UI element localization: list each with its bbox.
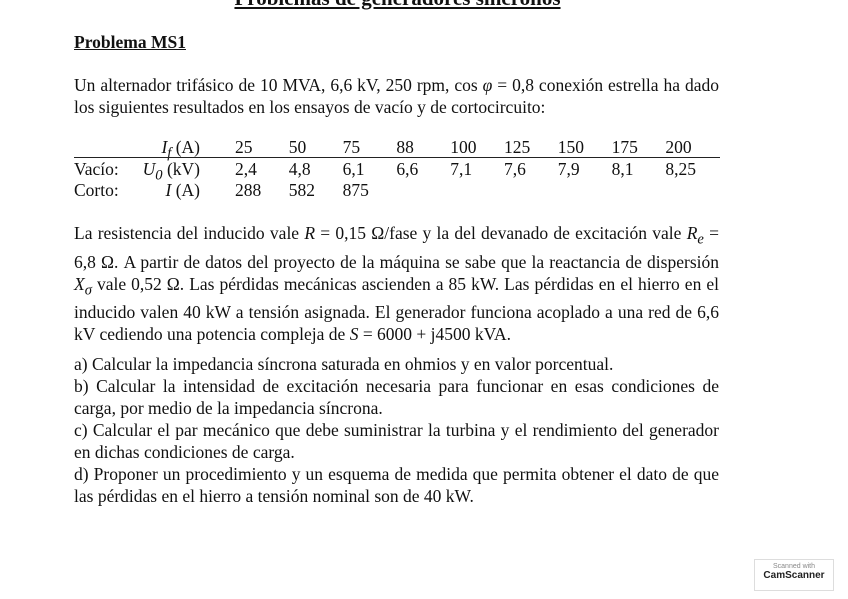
- unit: (kV): [166, 159, 200, 179]
- table-value: 100: [450, 137, 477, 157]
- table-value: 4,8: [288, 159, 311, 179]
- problem-title: Problema MS1: [74, 32, 186, 52]
- table-value: 6,1: [342, 159, 365, 179]
- text: Un alternador trifásico de 10 MVA, 6,6 k…: [74, 75, 483, 95]
- unit: (A): [175, 180, 200, 200]
- symbol: I: [161, 137, 168, 157]
- table-value: 50: [288, 137, 307, 157]
- table-value: 125: [504, 137, 531, 157]
- table-value: 2,4: [235, 159, 257, 179]
- subscript: e: [697, 231, 704, 248]
- table-value: 6,6: [396, 159, 419, 179]
- question: d) Proponer un procedimiento y un esquem…: [74, 464, 719, 506]
- text: = 0,8 conexión estrella ha dado los sigu…: [74, 75, 719, 117]
- table-value: 8,25: [665, 159, 697, 179]
- unit: (A): [175, 137, 200, 157]
- table-value: 7,1: [450, 159, 473, 179]
- question: a) Calcular la impedancia síncrona satur…: [74, 354, 614, 374]
- text: = 0,15 Ω/fase y la del devanado de excit…: [315, 223, 687, 243]
- question: c) Calcular el par mecánico que debe sum…: [74, 420, 719, 462]
- table-value: 582: [288, 180, 316, 200]
- text: vale 0,52 Ω. Las pérdidas mecánicas asci…: [74, 273, 719, 345]
- watermark: Scanned with CamScanner: [754, 559, 834, 591]
- table-value: 150: [557, 137, 585, 157]
- table-value: 288: [235, 180, 262, 200]
- question: b) Calcular la intensidad de excitación …: [74, 376, 719, 418]
- text: = 6,8 Ω. A partir de datos del proyecto …: [74, 223, 719, 272]
- symbol-cell: If (A): [161, 137, 200, 165]
- questions: a) Calcular la impedancia síncrona satur…: [74, 353, 719, 507]
- table-value: 75: [342, 137, 361, 157]
- table-value: 175: [611, 137, 638, 157]
- text: La resistencia del inducido vale: [74, 223, 305, 243]
- data-paragraph: La resistencia del inducido vale R = 0,1…: [74, 222, 719, 345]
- table-value: 25: [235, 137, 253, 157]
- symbol: R: [304, 223, 316, 243]
- intro: Un alternador trifásico de 10 MVA, 6,6 k…: [74, 74, 719, 118]
- table-value: 7,9: [557, 159, 580, 179]
- symbol-cell: U0 (kV): [143, 159, 200, 187]
- watermark-line2: CamScanner: [763, 570, 825, 581]
- subscript: 0: [155, 167, 163, 184]
- table-rule: [74, 157, 720, 158]
- symbol: U: [142, 159, 156, 179]
- symbol: S: [349, 324, 359, 344]
- table-value: 88: [396, 137, 414, 157]
- row-label: Vacío:: [74, 159, 119, 179]
- symbol: X: [74, 273, 85, 294]
- symbol: R: [686, 223, 698, 243]
- symbol: I: [165, 180, 172, 200]
- table-value: 7,6: [504, 159, 526, 179]
- symbol-cell: I (A): [166, 180, 201, 201]
- table-value: 200: [665, 137, 692, 157]
- text: = 6000 + j4500 kVA.: [358, 324, 512, 344]
- watermark-line1: Scanned with: [772, 563, 816, 570]
- row-label: Corto:: [74, 180, 119, 200]
- subscript: σ: [84, 282, 92, 298]
- header-title: Problemas de generadores síncronos: [0, 0, 795, 11]
- symbol: φ: [482, 75, 493, 95]
- table-value: 875: [342, 180, 369, 200]
- table-value: 8,1: [611, 159, 634, 179]
- subscript: f: [167, 145, 172, 162]
